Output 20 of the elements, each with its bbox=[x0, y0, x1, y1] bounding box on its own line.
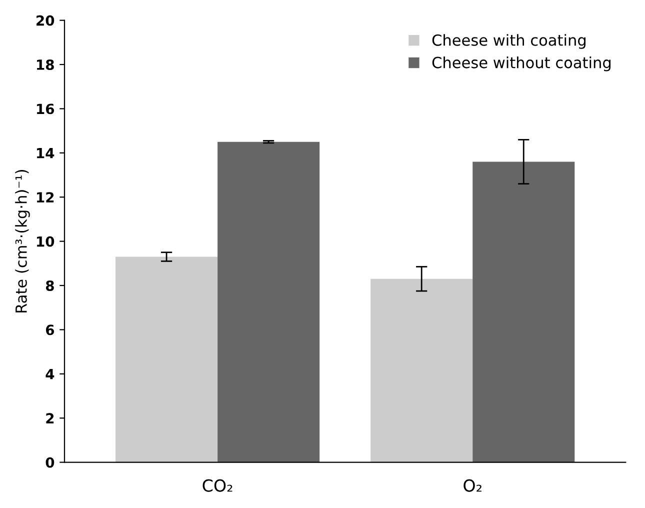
y-tick-label: 8 bbox=[46, 280, 54, 291]
y-tick-label: 10 bbox=[37, 236, 54, 247]
y-tick-label: 14 bbox=[37, 148, 54, 158]
bar bbox=[218, 142, 320, 462]
y-tick-label: 18 bbox=[37, 59, 54, 70]
y-tick-label: 12 bbox=[37, 192, 54, 202]
legend-label: Cheese with coating bbox=[432, 34, 586, 49]
bar bbox=[116, 256, 218, 462]
y-tick-label: 2 bbox=[46, 413, 54, 424]
y-tick-label: 0 bbox=[46, 457, 54, 468]
legend-label: Cheese without coating bbox=[432, 56, 611, 72]
y-axis-title: Rate (cm³·(kg·h)⁻¹) bbox=[15, 170, 30, 312]
x-tick-label: CO₂ bbox=[202, 479, 232, 492]
y-tick-label: 4 bbox=[46, 369, 54, 380]
y-tick-label: 16 bbox=[37, 104, 54, 114]
y-tick-label: 20 bbox=[36, 15, 54, 26]
x-tick-label: O₂ bbox=[464, 479, 482, 492]
bar bbox=[370, 278, 473, 462]
bar bbox=[472, 162, 575, 462]
y-tick-label: 6 bbox=[46, 324, 54, 336]
